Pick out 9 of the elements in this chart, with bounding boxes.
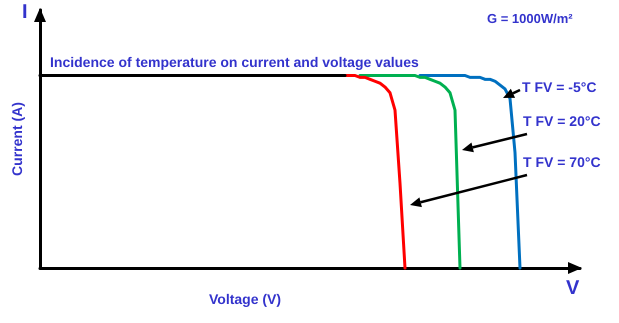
x-axis-title: Voltage (V) [208, 291, 282, 307]
y-axis-title: Current (A) [9, 102, 25, 176]
annotation: T FV = -5°C [522, 79, 596, 95]
annotation: T FV = 70°C [523, 154, 601, 170]
text: I [22, 1, 28, 23]
text: G = 1000W/m² [487, 11, 574, 26]
annotation: T FV = 20°C [523, 113, 601, 129]
text: V [566, 277, 580, 299]
chart-title: Incidence of temperature on current and voltage values [50, 54, 419, 70]
